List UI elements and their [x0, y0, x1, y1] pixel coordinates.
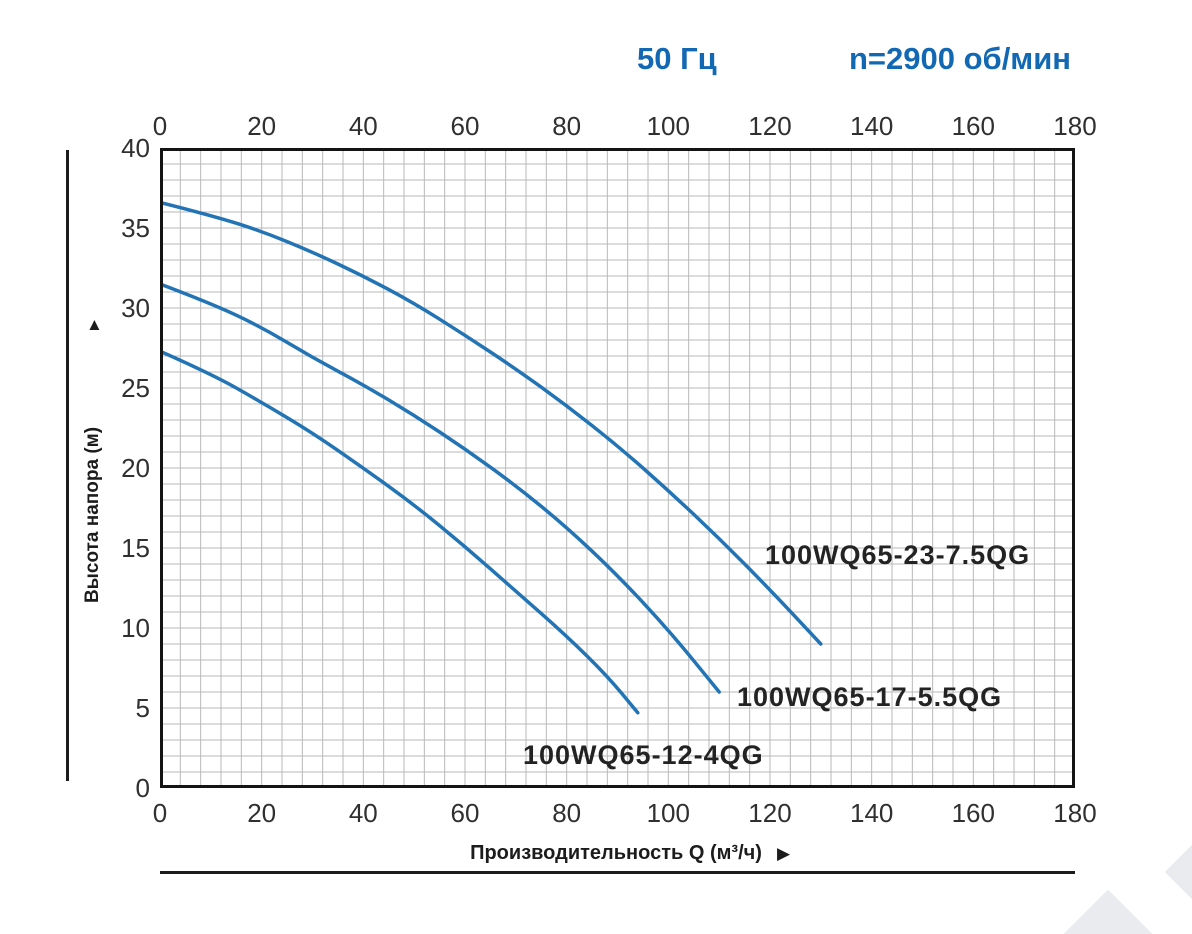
x-tick-label: 20: [247, 111, 277, 141]
y-tick-label: 15: [121, 533, 150, 563]
y-tick-label: 35: [121, 213, 150, 243]
y-tick-label: 30: [121, 293, 150, 323]
x-tick-label: 40: [348, 111, 378, 141]
x-tick-label: 40: [348, 798, 378, 828]
x-tick-label: 0: [152, 798, 168, 828]
x-tick-label: 100: [646, 111, 690, 141]
up-arrow-icon: ▲: [86, 315, 103, 334]
x-axis-top-ticks: 0 20 40 60 80 100 120 140 160 180: [153, 110, 1097, 142]
y-tick-label: 25: [121, 373, 150, 403]
x-tick-label: 60: [450, 798, 480, 828]
x-tick-label: 100: [646, 798, 690, 828]
x-axis-title: Производительность Q (м³/ч): [470, 842, 762, 864]
x-tick-label: 0: [152, 111, 168, 141]
curve-label-100WQ65-12: 100WQ65-12-4QG: [523, 740, 764, 770]
x-tick-label: 160: [951, 111, 995, 141]
corner-watermark-bottom: [966, 889, 1192, 934]
pump-curve-100WQ65-12-4QG: [160, 349, 640, 715]
x-axis-title-row: Производительность Q (м³/ч): [0, 842, 1192, 865]
pump-curves: [160, 200, 823, 715]
y-tick-label: 5: [135, 693, 150, 723]
y-tick-label: 40: [121, 133, 150, 163]
corner-watermark-right: [1164, 758, 1192, 934]
x-tick-label: 180: [1053, 111, 1097, 141]
pump-curve-100WQ65-17-5.5QG: [160, 282, 721, 694]
x-tick-label: 80: [552, 111, 582, 141]
y-axis-ticks: 40 35 30 25 20 15 10 5 0: [40, 133, 150, 803]
x-tick-label: 60: [450, 111, 480, 141]
rotation-speed-label: n=2900 об/мин: [849, 41, 1072, 76]
x-axis-rule: [160, 871, 1075, 874]
chart-plot-area: [160, 148, 1075, 788]
curve-label-100WQ65-23: 100WQ65-23-7.5QG: [765, 540, 1031, 570]
x-tick-label: 180: [1053, 798, 1097, 828]
y-tick-label: 10: [121, 613, 150, 643]
y-tick-label: 0: [135, 773, 150, 803]
x-tick-label: 120: [748, 798, 792, 828]
curve-label-100WQ65-17: 100WQ65-17-5.5QG: [737, 682, 1003, 712]
x-tick-label: 140: [849, 111, 894, 141]
x-tick-label: 120: [748, 111, 792, 141]
pump-curve-100WQ65-23-7.5QG: [160, 200, 823, 646]
y-tick-label: 20: [121, 453, 150, 483]
plot-border: [160, 148, 1075, 788]
frequency-label: 50 Гц: [637, 41, 717, 76]
x-tick-label: 140: [849, 798, 894, 828]
y-axis-title: Высота напора (м): [82, 426, 103, 604]
right-arrow-icon: ▶: [777, 844, 791, 863]
x-axis-bottom-ticks: 0 20 40 60 80 100 120 140 160 180: [153, 797, 1097, 831]
x-tick-label: 20: [247, 798, 277, 828]
x-tick-label: 160: [951, 798, 995, 828]
y-axis-rule: [66, 150, 69, 781]
x-tick-label: 80: [552, 798, 582, 828]
